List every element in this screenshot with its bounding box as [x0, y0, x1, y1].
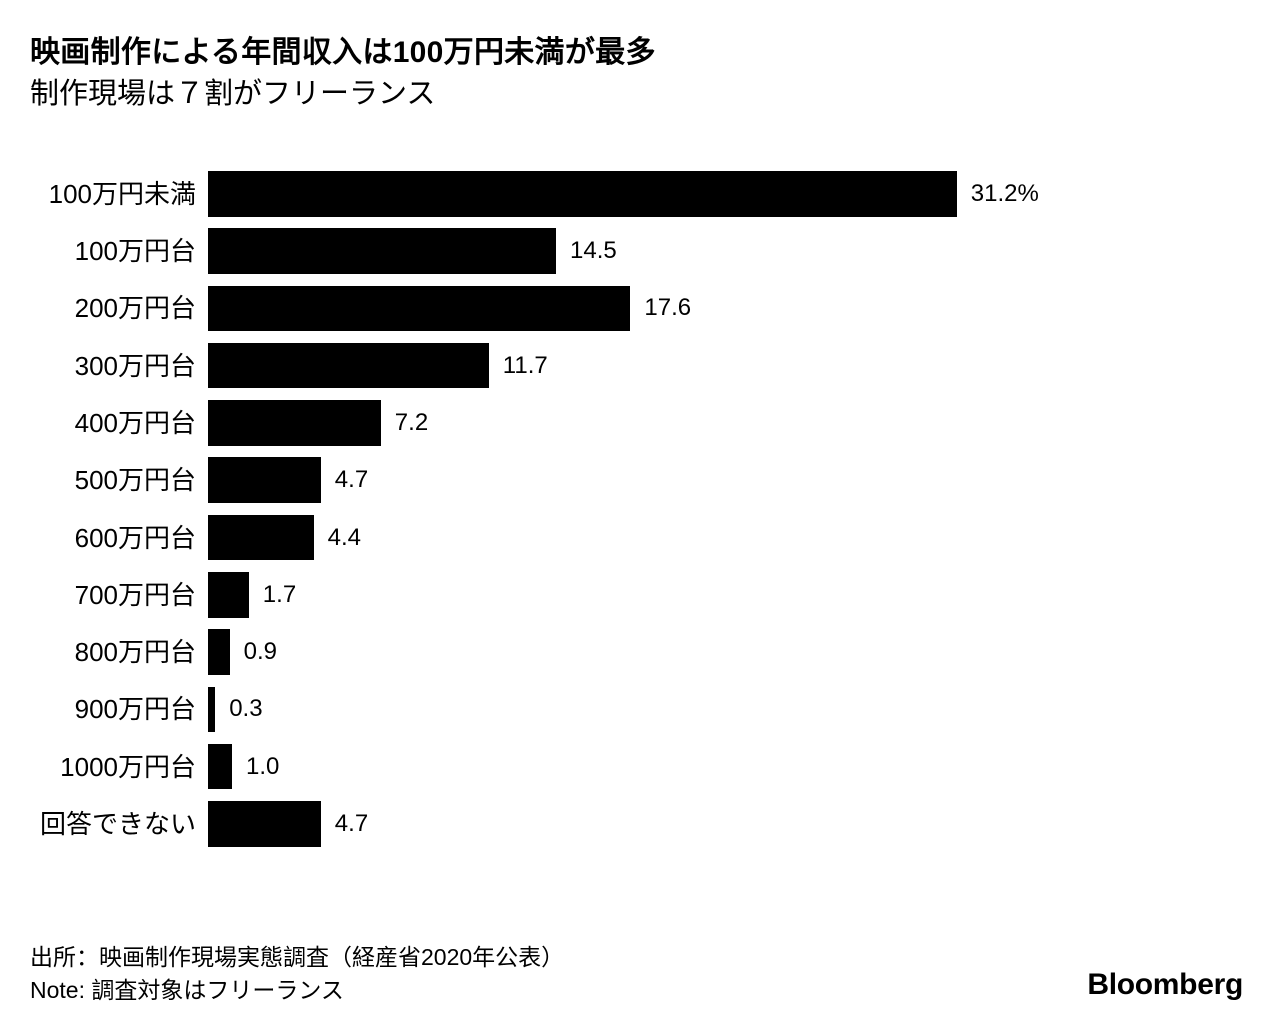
category-label: 700万円台 — [74, 579, 196, 610]
value-label: 11.7 — [502, 351, 548, 379]
chart-header: 映画制作による年間収入は100万円未満が最多 制作現場は７割がフリーランス — [30, 32, 656, 114]
bar — [208, 171, 957, 217]
chart-row: 800万円台 0.9 — [0, 629, 1283, 675]
value-label: 17.6 — [644, 294, 692, 322]
category-label: 400万円台 — [74, 407, 196, 438]
category-label: 100万円台 — [74, 236, 196, 267]
bar — [208, 514, 314, 561]
bar — [208, 629, 230, 675]
value-label: 0.9 — [243, 638, 277, 666]
bar-chart: 100万円未満 31.2% 100万円台 14.5 200万円台 17.6 300万円台 11… — [0, 171, 1283, 859]
bar — [208, 342, 489, 389]
category-label: 800万円台 — [74, 637, 196, 668]
bar — [208, 572, 249, 618]
category-label: 600万円台 — [74, 522, 196, 553]
chart-row: 400万円台 7.2 — [0, 400, 1283, 446]
value-label: 4.4 — [327, 523, 361, 551]
chart-title: 映画制作による年間収入は100万円未満が最多 — [30, 36, 656, 69]
chart-row: 700万円台 1.7 — [0, 572, 1283, 618]
source-note: 出所：映画制作現場実態調査（経産省2020年公表） — [30, 944, 565, 970]
chart-row: 1000万円台 1.0 — [0, 743, 1283, 790]
bar — [208, 400, 381, 446]
value-label: 1.0 — [246, 752, 280, 780]
chart-footer: 出所：映画制作現場実態調査（経産省2020年公表） Note: 調査対象はフリー… — [30, 941, 564, 1007]
bar — [208, 457, 321, 503]
chart-row: 500万円台 4.7 — [0, 457, 1283, 503]
category-label: 500万円台 — [74, 465, 196, 496]
chart-row: 600万円台 4.4 — [0, 514, 1283, 561]
bar — [208, 285, 631, 332]
bar — [208, 801, 321, 847]
value-label: 4.7 — [334, 810, 369, 838]
value-label: 7.2 — [394, 408, 429, 436]
survey-note: Note: 調査対象はフリーランス — [30, 977, 344, 1003]
chart-row: 300万円台 11.7 — [0, 342, 1283, 389]
category-label: 300万円台 — [74, 350, 196, 381]
category-label: 回答できない — [39, 809, 196, 840]
chart-row: 100万円未満 31.2% — [0, 171, 1283, 217]
bar — [208, 686, 216, 733]
chart-subtitle: 制作現場は７割がフリーランス — [30, 78, 436, 110]
chart-row: 回答できない 4.7 — [0, 801, 1283, 847]
category-label: 900万円台 — [74, 694, 196, 725]
value-label: 4.7 — [334, 466, 369, 494]
value-label: 14.5 — [570, 237, 617, 265]
chart-row: 200万円台 17.6 — [0, 285, 1283, 332]
value-label: 31.2% — [970, 179, 1039, 207]
bar — [208, 228, 556, 274]
category-label: 100万円未満 — [48, 178, 196, 209]
category-label: 1000万円台 — [60, 751, 196, 782]
value-label: 1.7 — [262, 580, 297, 608]
bar — [208, 743, 232, 790]
chart-row: 100万円台 14.5 — [0, 228, 1283, 274]
bloomberg-logo: Bloomberg — [1087, 968, 1243, 1001]
value-label: 0.3 — [229, 695, 263, 723]
chart-row: 900万円台 0.3 — [0, 686, 1283, 733]
category-label: 200万円台 — [74, 293, 196, 324]
